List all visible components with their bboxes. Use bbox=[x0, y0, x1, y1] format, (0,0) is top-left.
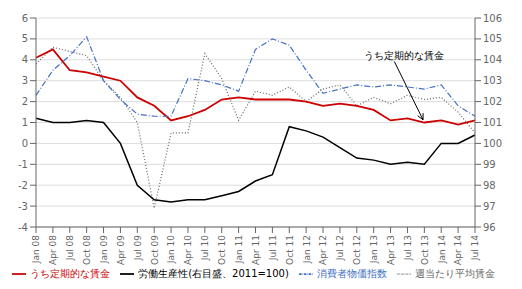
svg-text:Apr 11: Apr 11 bbox=[251, 235, 261, 265]
svg-text:99: 99 bbox=[483, 159, 496, 170]
svg-text:0: 0 bbox=[22, 138, 28, 149]
svg-text:Jan 10: Jan 10 bbox=[166, 235, 176, 264]
html-text:消費者物価指数: 消費者物価指数 bbox=[316, 268, 387, 279]
svg-text:Jan 12: Jan 12 bbox=[302, 235, 312, 264]
html-text:うち定期的な賃金: うち定期的な賃金 bbox=[30, 268, 111, 279]
svg-text:Oct 08: Oct 08 bbox=[82, 235, 92, 265]
svg-text:Jul 11: Jul 11 bbox=[268, 235, 278, 261]
svg-text:Jul 10: Jul 10 bbox=[200, 235, 210, 261]
svg-text:Oct 11: Oct 11 bbox=[285, 235, 295, 265]
svg-text:2: 2 bbox=[22, 96, 28, 107]
svg-text:Jan 14: Jan 14 bbox=[437, 235, 447, 264]
svg-text:104: 104 bbox=[483, 54, 502, 65]
svg-text:Oct 13: Oct 13 bbox=[420, 235, 430, 265]
svg-text:Oct 12: Oct 12 bbox=[352, 235, 362, 265]
svg-text:-1: -1 bbox=[18, 159, 28, 170]
svg-text:Jan 08: Jan 08 bbox=[31, 235, 41, 264]
html-text:週当たり平均賃金: 週当たり平均賃金 bbox=[414, 268, 495, 279]
svg-text:101: 101 bbox=[483, 117, 502, 128]
svg-text:-3: -3 bbox=[18, 201, 28, 212]
svg-text:-2: -2 bbox=[18, 180, 28, 191]
svg-text:Oct 10: Oct 10 bbox=[217, 235, 227, 265]
svg-text:3: 3 bbox=[22, 75, 28, 86]
svg-text:103: 103 bbox=[483, 75, 502, 86]
svg-text:100: 100 bbox=[483, 138, 502, 149]
svg-text:Jan 09: Jan 09 bbox=[99, 235, 109, 264]
svg-text:うち定期的な賃金: うち定期的な賃金 bbox=[364, 50, 444, 61]
svg-text:Jul 12: Jul 12 bbox=[335, 235, 345, 261]
svg-text:97: 97 bbox=[483, 201, 496, 212]
svg-text:106: 106 bbox=[483, 13, 502, 24]
html-text:労働生産性(右目盛、2011=100): 労働生産性(右目盛、2011=100) bbox=[138, 268, 289, 279]
svg-text:Apr 13: Apr 13 bbox=[386, 235, 396, 265]
svg-text:6: 6 bbox=[22, 13, 28, 24]
svg-text:102: 102 bbox=[483, 96, 502, 107]
svg-text:Apr 10: Apr 10 bbox=[183, 235, 193, 265]
svg-text:4: 4 bbox=[22, 54, 28, 65]
svg-text:Apr 08: Apr 08 bbox=[48, 235, 58, 265]
svg-text:-4: -4 bbox=[18, 222, 28, 233]
svg-text:105: 105 bbox=[483, 33, 502, 44]
svg-text:Jul 14: Jul 14 bbox=[470, 235, 480, 261]
svg-text:Jul 09: Jul 09 bbox=[133, 235, 143, 261]
svg-text:96: 96 bbox=[483, 222, 496, 233]
svg-text:98: 98 bbox=[483, 180, 496, 191]
svg-text:5: 5 bbox=[22, 33, 28, 44]
svg-text:1: 1 bbox=[22, 117, 28, 128]
svg-text:Apr 09: Apr 09 bbox=[116, 235, 126, 265]
svg-text:Jul 08: Jul 08 bbox=[65, 235, 75, 261]
svg-text:Jan 11: Jan 11 bbox=[234, 235, 244, 264]
svg-text:Oct 09: Oct 09 bbox=[150, 235, 160, 265]
svg-text:Apr 14: Apr 14 bbox=[454, 235, 464, 265]
svg-text:Jul 13: Jul 13 bbox=[403, 235, 413, 261]
svg-text:Jan 13: Jan 13 bbox=[369, 235, 379, 264]
svg-text:Apr 12: Apr 12 bbox=[318, 235, 328, 265]
